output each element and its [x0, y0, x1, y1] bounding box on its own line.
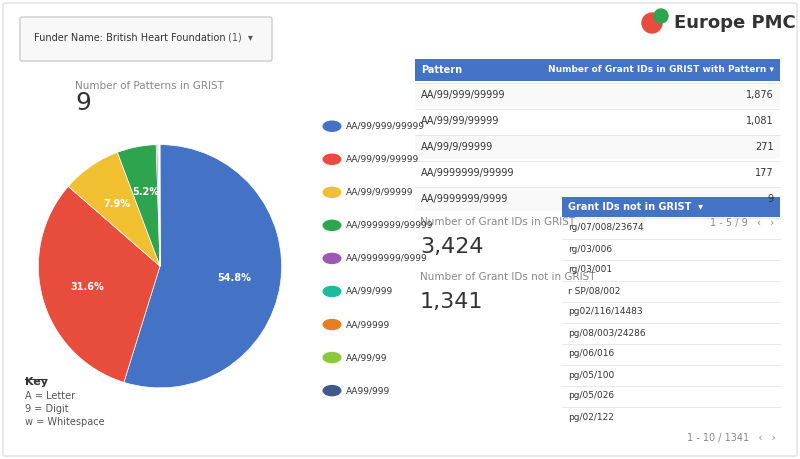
- FancyBboxPatch shape: [562, 302, 780, 322]
- Text: r SP/08/002: r SP/08/002: [568, 286, 620, 296]
- FancyBboxPatch shape: [562, 386, 780, 406]
- FancyBboxPatch shape: [415, 161, 780, 185]
- Text: pg/02/122: pg/02/122: [568, 413, 614, 421]
- Text: 31.6%: 31.6%: [70, 282, 104, 292]
- FancyBboxPatch shape: [562, 197, 780, 217]
- Circle shape: [642, 13, 662, 33]
- Text: 3,424: 3,424: [420, 237, 483, 257]
- Text: Number of Grant IDs in GRIST with Pattern ▾: Number of Grant IDs in GRIST with Patter…: [548, 66, 774, 74]
- Text: pg/05/026: pg/05/026: [568, 392, 614, 401]
- Text: AA/9999999/9999: AA/9999999/9999: [421, 194, 508, 204]
- Text: pg/08/003/24286: pg/08/003/24286: [568, 329, 646, 337]
- Text: pg02/116/14483: pg02/116/14483: [568, 308, 642, 317]
- FancyBboxPatch shape: [562, 365, 780, 385]
- Text: Number of Grant IDs in GRIST: Number of Grant IDs in GRIST: [420, 217, 575, 227]
- FancyBboxPatch shape: [415, 59, 780, 81]
- Text: AA/99/9/99999: AA/99/9/99999: [421, 142, 494, 152]
- Text: pg/05/100: pg/05/100: [568, 370, 614, 380]
- Text: 1,081: 1,081: [746, 116, 774, 126]
- FancyBboxPatch shape: [562, 281, 780, 301]
- Text: rg/03/001: rg/03/001: [568, 265, 612, 274]
- Text: 1,341: 1,341: [420, 292, 483, 312]
- Text: 9: 9: [75, 91, 91, 115]
- FancyBboxPatch shape: [415, 83, 780, 107]
- Circle shape: [654, 9, 668, 23]
- Text: 7.9%: 7.9%: [103, 199, 130, 209]
- FancyBboxPatch shape: [20, 17, 272, 61]
- Text: Pattern: Pattern: [421, 65, 462, 75]
- Text: Europe PMC: Europe PMC: [674, 14, 796, 32]
- Text: 1,876: 1,876: [746, 90, 774, 100]
- Text: AA/99/999/99999: AA/99/999/99999: [346, 122, 425, 131]
- Text: 5.2%: 5.2%: [132, 187, 159, 197]
- Text: 177: 177: [755, 168, 774, 178]
- FancyBboxPatch shape: [562, 239, 780, 259]
- Text: 1 - 10 / 1341   ‹   ›: 1 - 10 / 1341 ‹ ›: [687, 433, 776, 443]
- FancyBboxPatch shape: [3, 3, 797, 456]
- Text: AA/99/99/99999: AA/99/99/99999: [421, 116, 499, 126]
- Text: 9 = Digit: 9 = Digit: [25, 404, 69, 414]
- Text: w = Whitespace: w = Whitespace: [25, 417, 105, 427]
- Text: AA/99/9/99999: AA/99/9/99999: [346, 188, 413, 197]
- Wedge shape: [124, 145, 282, 388]
- Text: AA/99/99: AA/99/99: [346, 353, 387, 362]
- Text: 1 - 5 / 9   ‹   ›: 1 - 5 / 9 ‹ ›: [710, 218, 774, 228]
- Text: AA/9999999/9999: AA/9999999/9999: [346, 254, 427, 263]
- Wedge shape: [38, 186, 160, 382]
- FancyBboxPatch shape: [562, 323, 780, 343]
- Text: rg/07/008/23674: rg/07/008/23674: [568, 224, 644, 233]
- FancyBboxPatch shape: [562, 218, 780, 238]
- Wedge shape: [158, 145, 160, 266]
- FancyBboxPatch shape: [415, 109, 780, 133]
- Text: (1)  ▾: (1) ▾: [228, 33, 253, 43]
- Text: Funder Name: British Heart Foundation: Funder Name: British Heart Foundation: [34, 33, 226, 43]
- Text: Number of Patterns in GRIST: Number of Patterns in GRIST: [75, 81, 224, 91]
- Text: rg/03/006: rg/03/006: [568, 245, 612, 253]
- Wedge shape: [118, 145, 160, 266]
- Text: Grant IDs not in GRIST  ▾: Grant IDs not in GRIST ▾: [568, 202, 703, 212]
- Text: AA/99/99/99999: AA/99/99/99999: [346, 155, 419, 164]
- Text: AA/99999: AA/99999: [346, 320, 390, 329]
- Text: AA/9999999/99999: AA/9999999/99999: [421, 168, 514, 178]
- Text: Number of Grant IDs not in GRIST: Number of Grant IDs not in GRIST: [420, 272, 595, 282]
- Text: 9: 9: [768, 194, 774, 204]
- Wedge shape: [158, 145, 160, 266]
- Wedge shape: [156, 145, 160, 266]
- Text: A = Letter: A = Letter: [25, 391, 75, 401]
- FancyBboxPatch shape: [562, 344, 780, 364]
- Text: AA99/999: AA99/999: [346, 386, 390, 395]
- Text: AA/99/999/99999: AA/99/999/99999: [421, 90, 506, 100]
- Text: 54.8%: 54.8%: [218, 273, 251, 283]
- FancyBboxPatch shape: [562, 407, 780, 427]
- Text: 271: 271: [755, 142, 774, 152]
- FancyBboxPatch shape: [415, 187, 780, 211]
- Text: pg/06/016: pg/06/016: [568, 349, 614, 358]
- FancyBboxPatch shape: [415, 135, 780, 159]
- Text: Key: Key: [25, 377, 48, 387]
- Wedge shape: [68, 152, 160, 266]
- FancyBboxPatch shape: [562, 260, 780, 280]
- Text: AA/99/999: AA/99/999: [346, 287, 393, 296]
- Text: AA/9999999/99999: AA/9999999/99999: [346, 221, 433, 230]
